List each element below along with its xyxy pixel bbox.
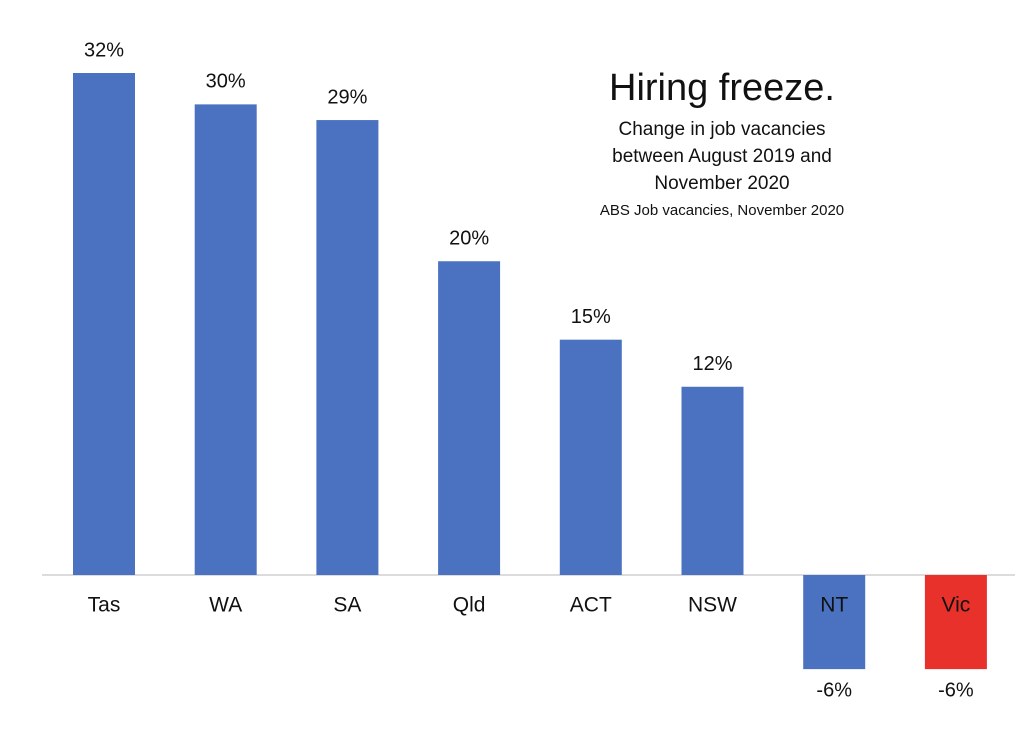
bar — [559, 339, 622, 575]
x-tick-label: ACT — [570, 594, 612, 617]
bar — [803, 575, 866, 670]
value-label: -6% — [816, 679, 852, 701]
x-tick-label: Tas — [88, 594, 121, 617]
bar — [316, 120, 379, 575]
value-label: 29% — [327, 86, 367, 108]
x-tick-label: NT — [820, 594, 848, 617]
bar — [194, 104, 257, 575]
chart-source: ABS Job vacancies, November 2020 — [600, 202, 844, 219]
chart-subtitle: Change in job vacancies — [618, 119, 825, 140]
x-tick-label: NSW — [688, 594, 737, 617]
bar — [681, 386, 744, 575]
x-tick-label: SA — [333, 594, 361, 617]
bar — [438, 261, 501, 575]
x-tick-label: Qld — [453, 594, 486, 617]
value-label: 15% — [571, 306, 611, 328]
value-label: -6% — [938, 679, 974, 701]
bar — [924, 575, 987, 670]
value-label: 12% — [692, 353, 732, 375]
chart-subtitle: between August 2019 and — [612, 146, 832, 167]
value-label: 32% — [84, 39, 124, 61]
bar — [73, 73, 135, 575]
chart-title: Hiring freeze. — [609, 67, 835, 109]
x-tick-label: Vic — [942, 594, 971, 617]
value-label: 30% — [206, 71, 246, 93]
chart-subtitle: November 2020 — [654, 173, 789, 194]
value-label: 20% — [449, 228, 489, 250]
x-tick-label: WA — [209, 594, 242, 617]
